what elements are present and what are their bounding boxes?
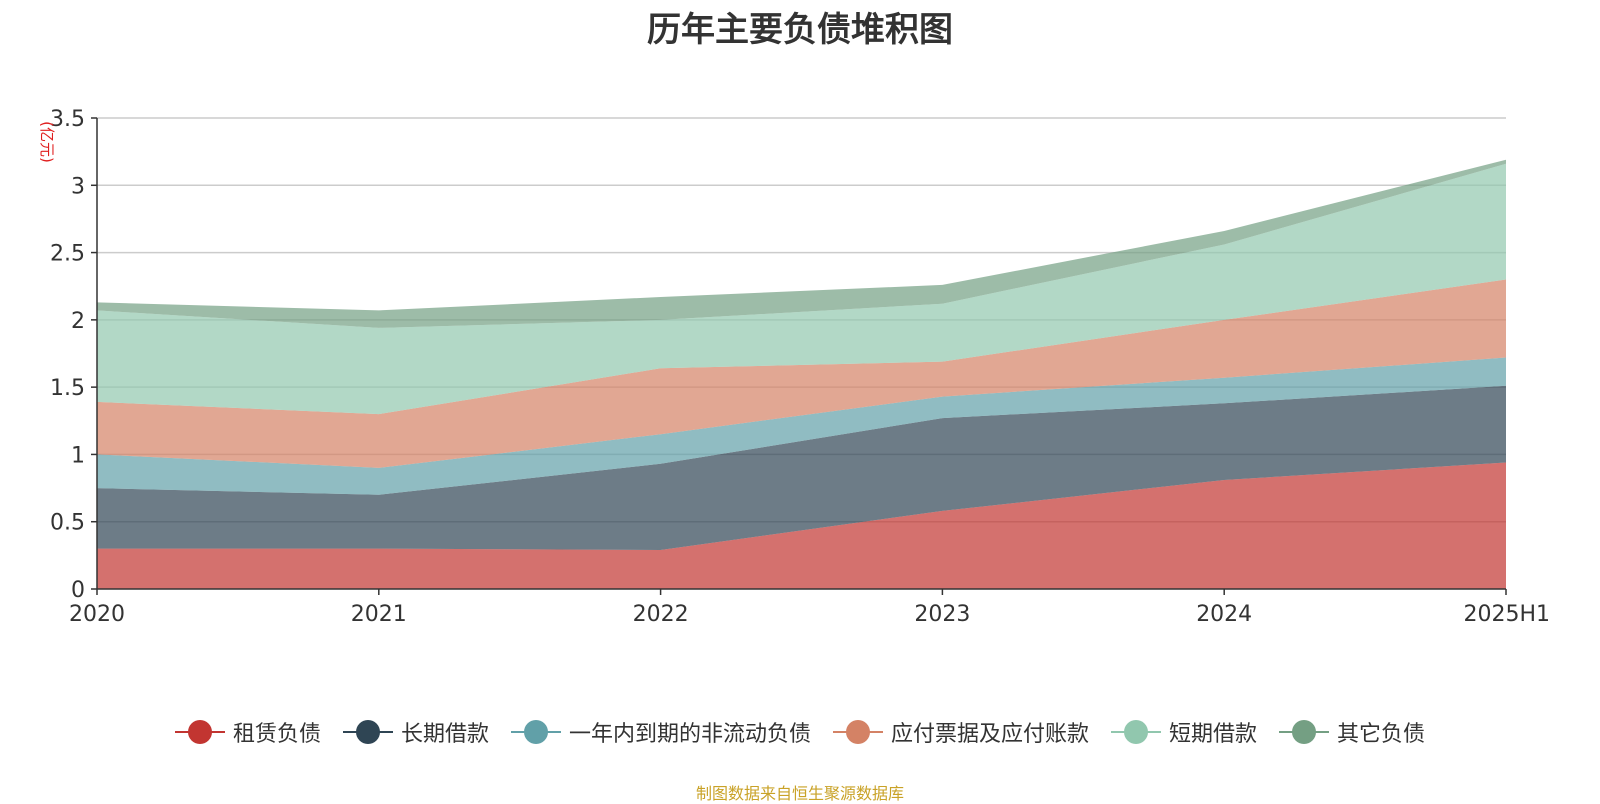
legend-dot bbox=[1124, 720, 1149, 744]
area-series-5[interactable] bbox=[97, 163, 1506, 415]
y-tick-label: 2 bbox=[71, 309, 85, 334]
y-axis-unit-label: (亿元) bbox=[38, 121, 56, 163]
area-layer bbox=[97, 159, 1506, 590]
legend-item-4[interactable]: 应付票据及应付账款 bbox=[833, 716, 1089, 748]
x-tick-label: 2021 bbox=[351, 602, 407, 627]
source-note: 制图数据来自恒生聚源数据库 bbox=[695, 784, 904, 803]
legend-item-2[interactable]: 长期借款 bbox=[342, 716, 489, 748]
legend-marker bbox=[833, 720, 883, 744]
axis-layer: 0 0.5 1 1.5 2 2.5 3 3.5 2020 2021 2022 2023 2024 2025… bbox=[50, 107, 1550, 627]
area-series-3[interactable] bbox=[97, 357, 1506, 495]
legend-item-3[interactable]: 一年内到期的非流动负债 bbox=[510, 716, 811, 748]
y-tick-label: 2.5 bbox=[50, 242, 85, 267]
chart-title: 历年主要负债堆积图 bbox=[647, 10, 953, 50]
legend-label: 短期借款 bbox=[1169, 722, 1258, 747]
y-tick-label: 3 bbox=[71, 174, 85, 199]
y-tick-label: 1 bbox=[71, 443, 85, 468]
y-tick-label: 0 bbox=[71, 578, 85, 603]
legend: 租赁负债 长期借款 一年内到期的非流动负债 应付票据及应付账款 短期借款 其它负债 bbox=[0, 716, 1600, 748]
legend-item-5[interactable]: 短期借款 bbox=[1111, 716, 1257, 748]
legend-label: 长期借款 bbox=[400, 722, 489, 747]
area-series-2[interactable] bbox=[97, 385, 1506, 550]
area-series-4[interactable] bbox=[97, 279, 1506, 468]
legend-marker bbox=[342, 720, 393, 744]
y-tick-label: 0.5 bbox=[50, 511, 85, 536]
legend-dot bbox=[1292, 720, 1317, 744]
legend-marker bbox=[510, 720, 561, 744]
x-tick-label: 2023 bbox=[914, 602, 970, 627]
legend-dot bbox=[846, 720, 870, 744]
legend-label: 租赁负债 bbox=[232, 722, 321, 747]
x-tick-label: 2020 bbox=[69, 602, 125, 627]
legend-item-1[interactable]: 租赁负债 bbox=[174, 716, 321, 748]
legend-dot bbox=[187, 720, 212, 744]
x-tick-label: 2022 bbox=[633, 602, 689, 627]
legend-dot bbox=[355, 720, 380, 744]
legend-label: 其它负债 bbox=[1337, 722, 1426, 747]
legend-label: 一年内到期的非流动负债 bbox=[568, 722, 811, 747]
legend-marker bbox=[1111, 720, 1162, 744]
x-tick-label: 2024 bbox=[1196, 602, 1252, 627]
legend-marker bbox=[174, 720, 225, 744]
x-tick-label: 2025H1 bbox=[1463, 602, 1550, 627]
area-series-6[interactable] bbox=[97, 159, 1506, 328]
legend-label: 应付票据及应付账款 bbox=[891, 722, 1090, 747]
y-tick-label: 1.5 bbox=[50, 376, 85, 401]
legend-dot bbox=[523, 720, 548, 744]
area-series-1[interactable] bbox=[97, 462, 1506, 590]
y-tick-label: 3.5 bbox=[50, 107, 85, 132]
legend-item-6[interactable]: 其它负债 bbox=[1279, 716, 1425, 748]
legend-marker bbox=[1279, 720, 1330, 744]
